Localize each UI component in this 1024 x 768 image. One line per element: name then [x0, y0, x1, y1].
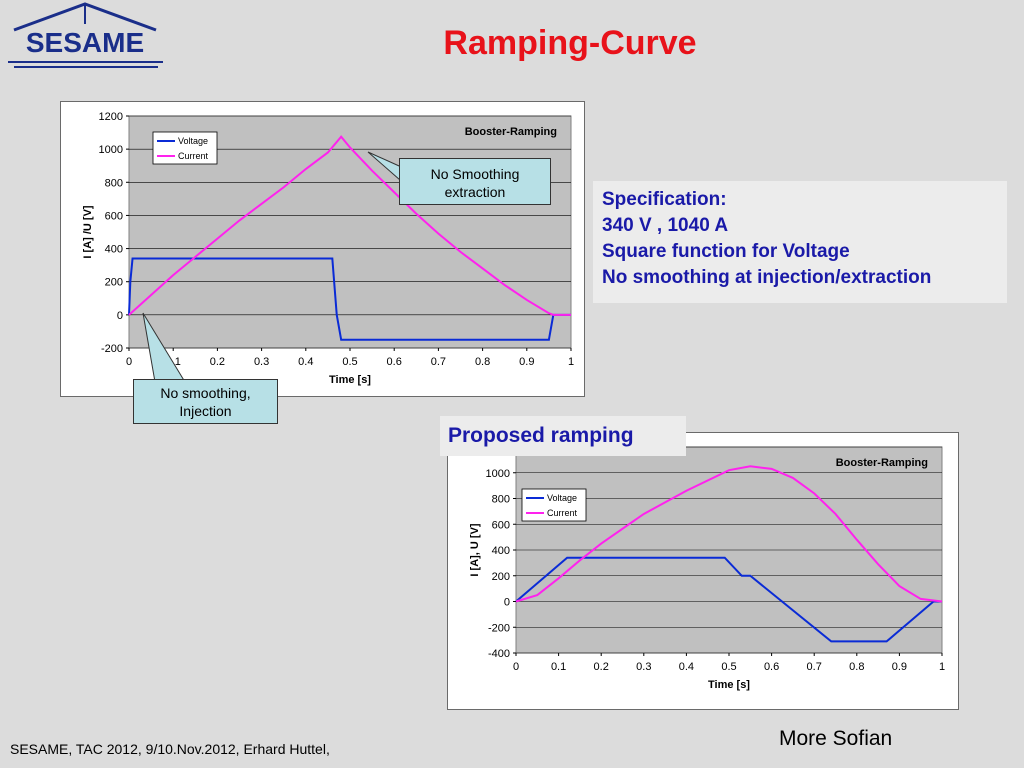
chart-proposed-svg: -400-20002004006008001000120000.10.20.30… — [469, 442, 945, 691]
chart-title: Booster-Ramping — [836, 457, 928, 469]
y-tick-label: -200 — [488, 622, 510, 634]
series-line-current — [128, 135, 571, 316]
legend-entry: Current — [178, 151, 209, 161]
x-tick-label: 1 — [939, 661, 945, 673]
x-axis-label: Time [s] — [708, 679, 750, 691]
callout-injection: No smoothing, Injection — [133, 379, 278, 424]
x-tick-label: 1 — [568, 356, 574, 368]
slide-title: Ramping-Curve — [443, 24, 697, 62]
spec-line: No smoothing at injection/extraction — [602, 267, 932, 288]
callout-injection-pointer — [142, 312, 186, 383]
callout-extraction: No Smoothing extraction — [399, 158, 551, 205]
y-tick-label: 600 — [105, 210, 123, 222]
y-tick-label: 400 — [492, 545, 510, 557]
x-tick-label: 0.3 — [254, 356, 269, 368]
y-tick-label: -200 — [101, 343, 123, 355]
x-tick-label: 0.2 — [594, 661, 609, 673]
x-tick-label: 0.5 — [342, 356, 357, 368]
chart-proposed-ramping: -400-20002004006008001000120000.10.20.30… — [447, 432, 959, 710]
x-tick-label: 0.7 — [431, 356, 446, 368]
y-tick-label: 1000 — [99, 144, 123, 156]
x-tick-label: 0.4 — [298, 356, 313, 368]
legend-box — [152, 131, 218, 165]
y-tick-label: 200 — [105, 277, 123, 289]
x-tick-label: 0.7 — [807, 661, 822, 673]
y-tick-label: 0 — [117, 310, 123, 322]
x-tick-label: 0 — [126, 356, 132, 368]
legend-entry: Current — [547, 508, 578, 518]
legend-entry: Voltage — [547, 493, 577, 503]
y-tick-label: 200 — [492, 571, 510, 583]
legend-box — [521, 488, 587, 522]
chart-title: Booster-Ramping — [465, 126, 557, 138]
callout-injection-line: Injection — [179, 403, 232, 419]
x-tick-label: 0.8 — [475, 356, 490, 368]
y-tick-label: 600 — [492, 519, 510, 531]
callout-extraction-line: No Smoothing — [430, 166, 520, 182]
x-tick-label: 0.5 — [721, 661, 736, 673]
y-tick-label: 400 — [105, 244, 123, 256]
specification-box: Specification: 340 V , 1040 A Square fun… — [593, 181, 1007, 303]
callout-injection-line: No smoothing, — [160, 385, 251, 401]
x-tick-label: 0.9 — [892, 661, 907, 673]
callout-extraction-line: extraction — [444, 184, 506, 200]
y-tick-label: -400 — [488, 648, 510, 660]
series-line-voltage — [128, 257, 571, 341]
x-tick-label: 0.8 — [849, 661, 864, 673]
x-tick-label: 0.6 — [764, 661, 779, 673]
y-axis-label: I [A] /U [V] — [82, 205, 94, 258]
x-tick-label: 0.6 — [387, 356, 402, 368]
logo-text: SESAME — [26, 27, 144, 58]
more-text: More Sofian — [779, 727, 893, 750]
y-tick-label: 1000 — [486, 468, 510, 480]
spec-line: 340 V , 1040 A — [602, 215, 729, 236]
sesame-logo: SESAME — [8, 2, 163, 68]
spec-line: Specification: — [602, 189, 727, 210]
proposed-ramping-label: Proposed ramping — [440, 416, 686, 456]
x-tick-label: 0 — [513, 661, 519, 673]
footer-text: SESAME, TAC 2012, 9/10.Nov.2012, Erhard … — [10, 741, 330, 757]
series-line-current — [515, 465, 943, 603]
y-tick-label: 800 — [105, 177, 123, 189]
x-tick-label: 0.1 — [551, 661, 566, 673]
y-tick-label: 0 — [504, 597, 510, 609]
y-tick-label: 800 — [492, 494, 510, 506]
x-tick-label: 0.4 — [679, 661, 694, 673]
series-line-voltage — [515, 556, 942, 643]
x-tick-label: 0.3 — [636, 661, 651, 673]
legend-entry: Voltage — [178, 136, 208, 146]
y-tick-label: 1200 — [99, 111, 123, 123]
x-axis-label: Time [s] — [329, 374, 371, 386]
y-axis-label: I [A], U [V] — [469, 523, 481, 576]
spec-line: Square function for Voltage — [602, 241, 850, 262]
x-tick-label: 0.2 — [210, 356, 225, 368]
x-tick-label: 0.9 — [519, 356, 534, 368]
chart-original-ramping: -20002004006008001000120000.10.20.30.40.… — [60, 101, 585, 397]
chart-original-svg: -20002004006008001000120000.10.20.30.40.… — [82, 111, 574, 386]
